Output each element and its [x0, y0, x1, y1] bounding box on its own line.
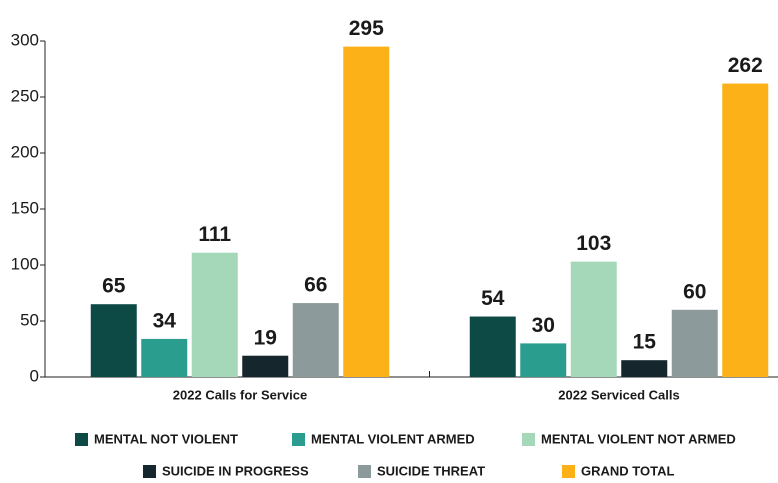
value-label: 65 [102, 275, 126, 298]
legend-label: GRAND TOTAL [581, 463, 674, 478]
legend-label: SUICIDE IN PROGRESS [162, 463, 309, 478]
value-label: 15 [633, 331, 657, 354]
bar [469, 316, 516, 377]
y-tick-label: 100 [11, 254, 39, 273]
legend-swatch [562, 465, 575, 478]
legend-label: MENTAL NOT VIOLENT [94, 431, 238, 446]
bar [570, 261, 617, 377]
legend-swatch [143, 465, 156, 478]
y-tick-label: 50 [20, 310, 39, 329]
value-label: 34 [153, 309, 177, 332]
y-tick-label: 150 [11, 198, 39, 217]
x-tick-label: 2022 Calls for Service [173, 387, 307, 402]
bar [722, 83, 769, 377]
x-tick-label: 2022 Serviced Calls [558, 387, 679, 402]
bar [621, 360, 668, 377]
bar [520, 343, 567, 377]
value-label: 19 [254, 326, 277, 349]
value-label: 30 [532, 314, 555, 337]
legend-label: MENTAL VIOLENT ARMED [311, 431, 475, 446]
legend-label: SUICIDE THREAT [377, 463, 485, 478]
value-label: 60 [683, 280, 706, 303]
bar [191, 252, 238, 377]
bar [90, 304, 137, 377]
bar [292, 303, 339, 377]
legend-label: MENTAL VIOLENT NOT ARMED [541, 431, 736, 446]
value-label: 103 [576, 232, 611, 255]
y-tick-label: 0 [30, 366, 39, 385]
legend-swatch [292, 433, 305, 446]
value-label: 111 [198, 223, 231, 246]
bar [242, 355, 289, 377]
value-label: 262 [728, 54, 763, 77]
y-tick-label: 300 [11, 30, 39, 49]
bar [671, 309, 718, 377]
value-label: 54 [481, 287, 505, 310]
legend-swatch [75, 433, 88, 446]
y-tick-label: 250 [11, 86, 39, 105]
bar [141, 338, 188, 377]
y-tick-label: 200 [11, 142, 39, 161]
legend-swatch [358, 465, 371, 478]
legend-swatch [522, 433, 535, 446]
value-label: 295 [349, 17, 384, 40]
value-label: 66 [304, 274, 327, 297]
bar [343, 46, 390, 377]
